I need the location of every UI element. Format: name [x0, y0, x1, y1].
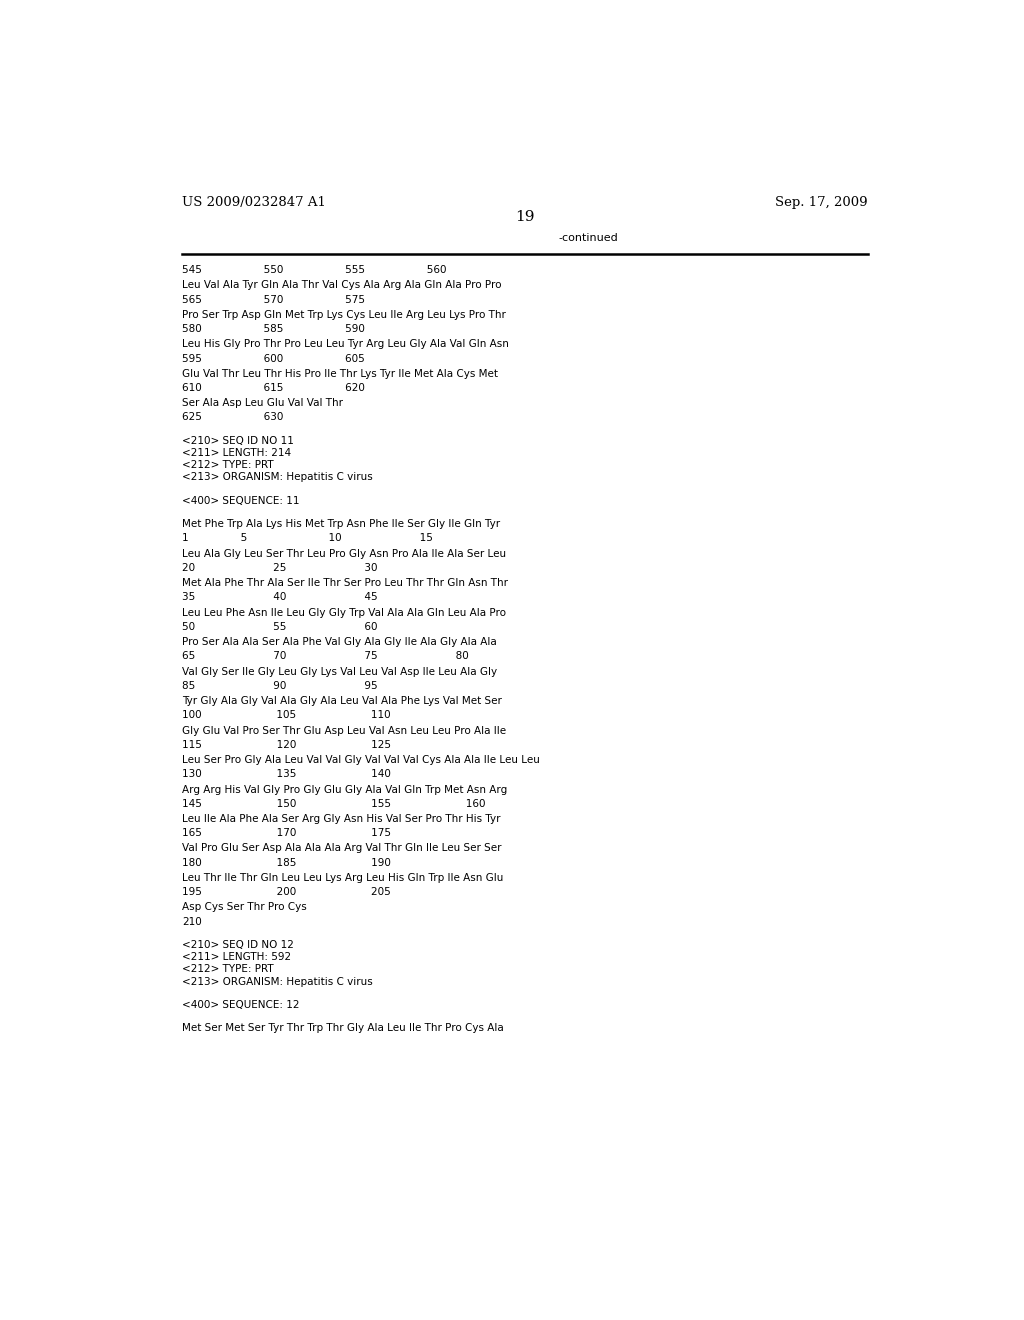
Text: Pro Ser Ala Ala Ser Ala Phe Val Gly Ala Gly Ile Ala Gly Ala Ala: Pro Ser Ala Ala Ser Ala Phe Val Gly Ala … [182, 638, 497, 647]
Text: <211> LENGTH: 214: <211> LENGTH: 214 [182, 447, 291, 458]
Text: 210: 210 [182, 916, 202, 927]
Text: Arg Arg His Val Gly Pro Gly Glu Gly Ala Val Gln Trp Met Asn Arg: Arg Arg His Val Gly Pro Gly Glu Gly Ala … [182, 784, 507, 795]
Text: Leu Ile Ala Phe Ala Ser Arg Gly Asn His Val Ser Pro Thr His Tyr: Leu Ile Ala Phe Ala Ser Arg Gly Asn His … [182, 814, 501, 824]
Text: 65                        70                        75                        80: 65 70 75 80 [182, 651, 469, 661]
Text: 100                       105                       110: 100 105 110 [182, 710, 390, 721]
Text: Val Pro Glu Ser Asp Ala Ala Ala Arg Val Thr Gln Ile Leu Ser Ser: Val Pro Glu Ser Asp Ala Ala Ala Arg Val … [182, 843, 502, 854]
Text: Leu Leu Phe Asn Ile Leu Gly Gly Trp Val Ala Ala Gln Leu Ala Pro: Leu Leu Phe Asn Ile Leu Gly Gly Trp Val … [182, 607, 506, 618]
Text: <400> SEQUENCE: 11: <400> SEQUENCE: 11 [182, 496, 299, 506]
Text: <211> LENGTH: 592: <211> LENGTH: 592 [182, 952, 291, 962]
Text: Leu Val Ala Tyr Gln Ala Thr Val Cys Ala Arg Ala Gln Ala Pro Pro: Leu Val Ala Tyr Gln Ala Thr Val Cys Ala … [182, 280, 502, 290]
Text: 625                   630: 625 630 [182, 412, 284, 422]
Text: Gly Glu Val Pro Ser Thr Glu Asp Leu Val Asn Leu Leu Pro Ala Ile: Gly Glu Val Pro Ser Thr Glu Asp Leu Val … [182, 726, 506, 735]
Text: 165                       170                       175: 165 170 175 [182, 828, 391, 838]
Text: 130                       135                       140: 130 135 140 [182, 770, 391, 779]
Text: Sep. 17, 2009: Sep. 17, 2009 [775, 195, 867, 209]
Text: 580                   585                   590: 580 585 590 [182, 325, 365, 334]
Text: <212> TYPE: PRT: <212> TYPE: PRT [182, 965, 273, 974]
Text: <213> ORGANISM: Hepatitis C virus: <213> ORGANISM: Hepatitis C virus [182, 977, 373, 986]
Text: Met Phe Trp Ala Lys His Met Trp Asn Phe Ile Ser Gly Ile Gln Tyr: Met Phe Trp Ala Lys His Met Trp Asn Phe … [182, 519, 500, 529]
Text: <210> SEQ ID NO 12: <210> SEQ ID NO 12 [182, 940, 294, 950]
Text: Val Gly Ser Ile Gly Leu Gly Lys Val Leu Val Asp Ile Leu Ala Gly: Val Gly Ser Ile Gly Leu Gly Lys Val Leu … [182, 667, 497, 677]
Text: <212> TYPE: PRT: <212> TYPE: PRT [182, 461, 273, 470]
Text: 50                        55                        60: 50 55 60 [182, 622, 378, 632]
Text: Met Ser Met Ser Tyr Thr Trp Thr Gly Ala Leu Ile Thr Pro Cys Ala: Met Ser Met Ser Tyr Thr Trp Thr Gly Ala … [182, 1023, 504, 1034]
Text: 19: 19 [515, 210, 535, 224]
Text: Leu Thr Ile Thr Gln Leu Leu Lys Arg Leu His Gln Trp Ile Asn Glu: Leu Thr Ile Thr Gln Leu Leu Lys Arg Leu … [182, 873, 504, 883]
Text: 180                       185                       190: 180 185 190 [182, 858, 391, 867]
Text: Leu Ala Gly Leu Ser Thr Leu Pro Gly Asn Pro Ala Ile Ala Ser Leu: Leu Ala Gly Leu Ser Thr Leu Pro Gly Asn … [182, 549, 506, 558]
Text: 195                       200                       205: 195 200 205 [182, 887, 391, 898]
Text: 545                   550                   555                   560: 545 550 555 560 [182, 265, 446, 275]
Text: Pro Ser Trp Asp Gln Met Trp Lys Cys Leu Ile Arg Leu Lys Pro Thr: Pro Ser Trp Asp Gln Met Trp Lys Cys Leu … [182, 310, 506, 319]
Text: 115                       120                       125: 115 120 125 [182, 739, 391, 750]
Text: <210> SEQ ID NO 11: <210> SEQ ID NO 11 [182, 436, 294, 446]
Text: Leu His Gly Pro Thr Pro Leu Leu Tyr Arg Leu Gly Ala Val Gln Asn: Leu His Gly Pro Thr Pro Leu Leu Tyr Arg … [182, 339, 509, 350]
Text: Asp Cys Ser Thr Pro Cys: Asp Cys Ser Thr Pro Cys [182, 903, 307, 912]
Text: Leu Ser Pro Gly Ala Leu Val Val Gly Val Val Val Cys Ala Ala Ile Leu Leu: Leu Ser Pro Gly Ala Leu Val Val Gly Val … [182, 755, 540, 766]
Text: 145                       150                       155                       16: 145 150 155 16 [182, 799, 485, 809]
Text: 1                5                         10                        15: 1 5 10 15 [182, 533, 433, 544]
Text: -continued: -continued [558, 232, 618, 243]
Text: 35                        40                        45: 35 40 45 [182, 593, 378, 602]
Text: 20                        25                        30: 20 25 30 [182, 562, 378, 573]
Text: 610                   615                   620: 610 615 620 [182, 383, 365, 393]
Text: US 2009/0232847 A1: US 2009/0232847 A1 [182, 195, 326, 209]
Text: <400> SEQUENCE: 12: <400> SEQUENCE: 12 [182, 1001, 299, 1010]
Text: 85                        90                        95: 85 90 95 [182, 681, 378, 690]
Text: Glu Val Thr Leu Thr His Pro Ile Thr Lys Tyr Ile Met Ala Cys Met: Glu Val Thr Leu Thr His Pro Ile Thr Lys … [182, 368, 498, 379]
Text: Ser Ala Asp Leu Glu Val Val Thr: Ser Ala Asp Leu Glu Val Val Thr [182, 399, 343, 408]
Text: Tyr Gly Ala Gly Val Ala Gly Ala Leu Val Ala Phe Lys Val Met Ser: Tyr Gly Ala Gly Val Ala Gly Ala Leu Val … [182, 696, 502, 706]
Text: Met Ala Phe Thr Ala Ser Ile Thr Ser Pro Leu Thr Thr Gln Asn Thr: Met Ala Phe Thr Ala Ser Ile Thr Ser Pro … [182, 578, 508, 589]
Text: 595                   600                   605: 595 600 605 [182, 354, 365, 363]
Text: 565                   570                   575: 565 570 575 [182, 294, 365, 305]
Text: <213> ORGANISM: Hepatitis C virus: <213> ORGANISM: Hepatitis C virus [182, 473, 373, 483]
